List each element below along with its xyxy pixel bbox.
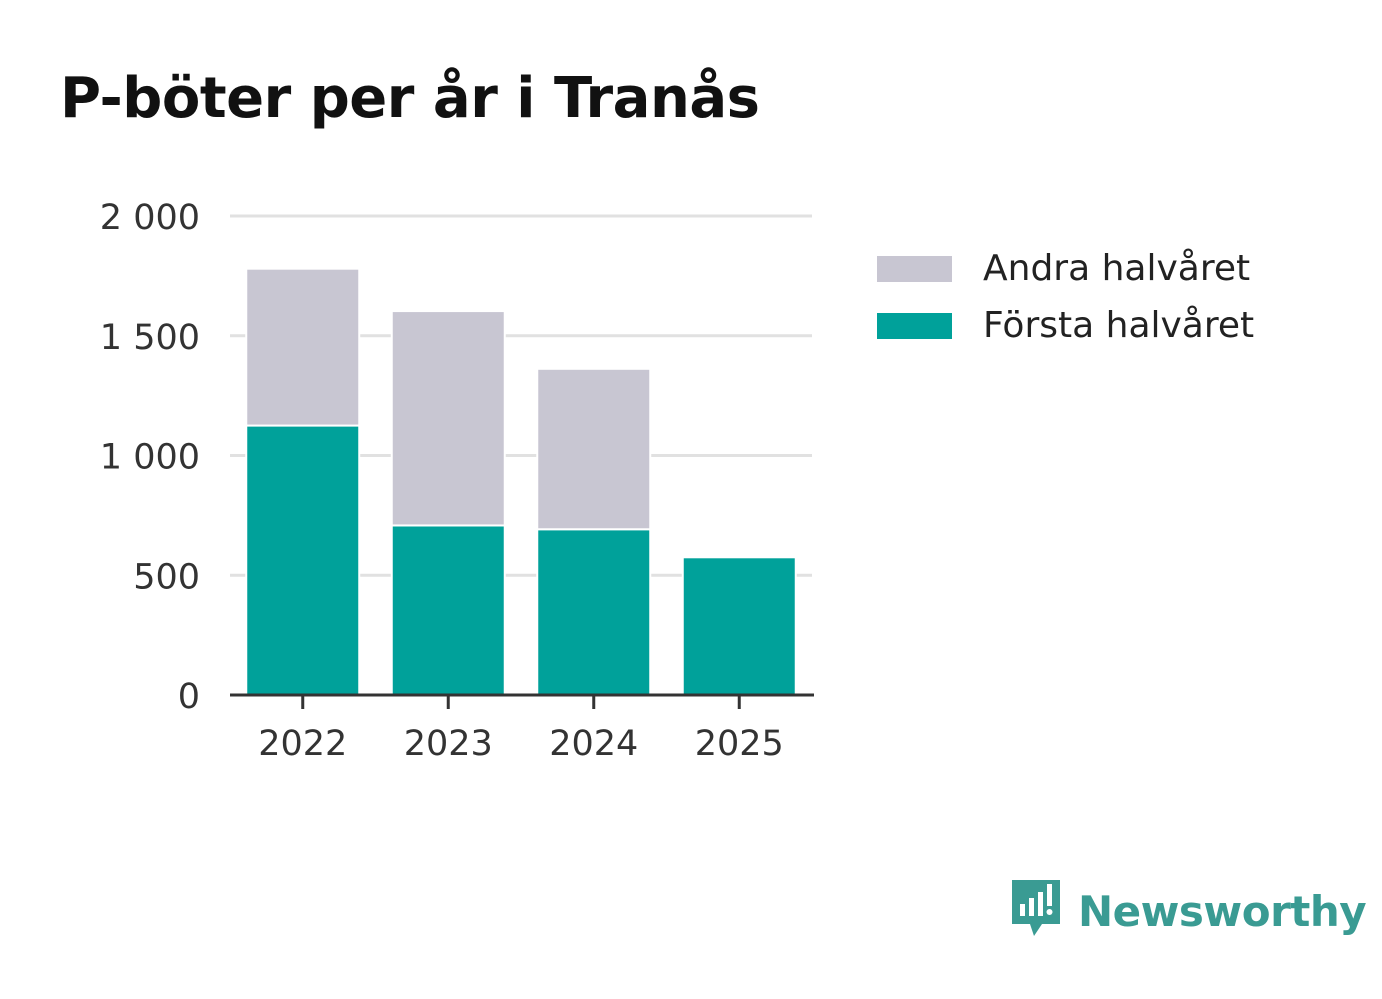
y-tick-label: 0 <box>178 677 200 717</box>
y-tick-label: 1 000 <box>100 438 200 478</box>
x-tick-label: 2022 <box>258 724 347 764</box>
x-axis-labels: 2022 2023 2024 2025 <box>258 724 784 764</box>
x-axis <box>230 693 814 709</box>
x-tick-label: 2024 <box>549 724 638 764</box>
legend-swatch-andra <box>877 255 952 282</box>
brand-name: Newsworthy <box>1078 886 1367 936</box>
legend-label-forsta: Första halvåret <box>983 305 1255 346</box>
bars <box>245 267 797 697</box>
newsworthy-logo-icon <box>1010 878 1062 944</box>
y-tick-label: 500 <box>133 557 200 597</box>
legend: Andra halvåret Första halvåret <box>877 240 1254 354</box>
legend-swatch-forsta <box>877 312 952 339</box>
chart-title: P-böter per år i Tranås <box>60 66 760 131</box>
legend-label-andra: Andra halvåret <box>983 248 1251 289</box>
bar-2023-andra[interactable] <box>390 310 506 527</box>
brand-logo[interactable]: Newsworthy <box>1010 878 1367 944</box>
bar-2025-forsta[interactable] <box>681 556 797 696</box>
bar-2022-forsta[interactable] <box>245 424 361 696</box>
y-tick-label: 2 000 <box>100 198 200 238</box>
bar-2023-forsta[interactable] <box>390 524 506 697</box>
legend-item-andra[interactable]: Andra halvåret <box>877 240 1254 297</box>
y-axis-labels: 0 500 1 000 1 500 2 000 <box>100 198 200 717</box>
y-tick-label: 1 500 <box>100 318 200 358</box>
bar-2022-andra[interactable] <box>245 267 361 427</box>
x-tick-label: 2025 <box>695 724 784 764</box>
x-tick-label: 2023 <box>404 724 493 764</box>
legend-item-forsta[interactable]: Första halvåret <box>877 297 1254 354</box>
bar-2024-andra[interactable] <box>536 367 652 531</box>
bar-2024-forsta[interactable] <box>536 528 652 696</box>
